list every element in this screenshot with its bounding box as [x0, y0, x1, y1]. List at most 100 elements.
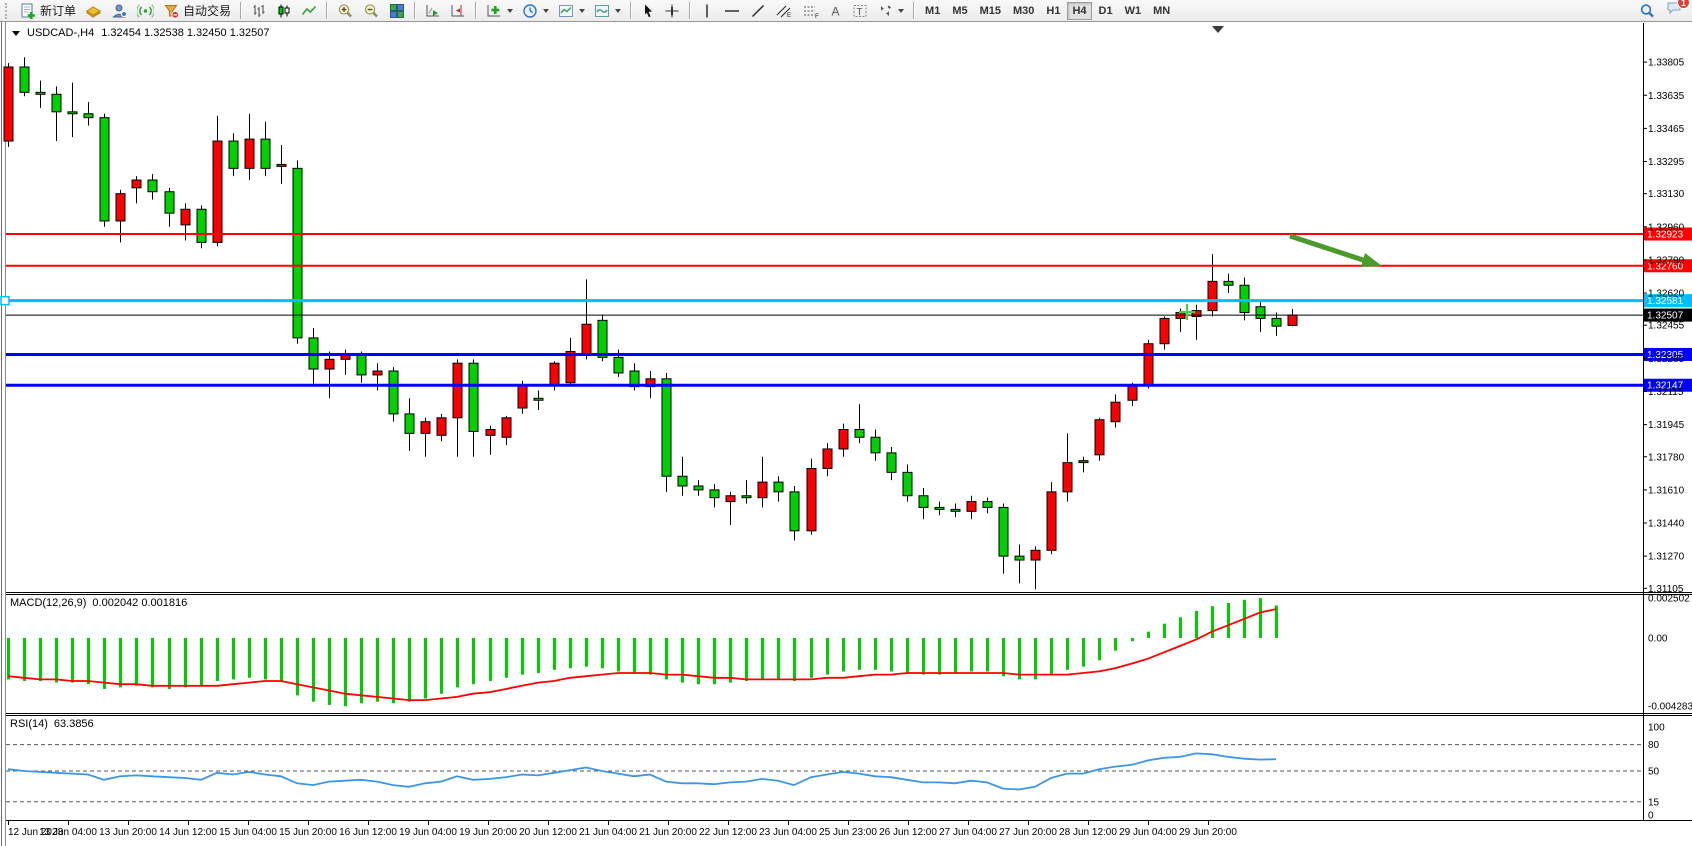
chart-style-button[interactable]	[590, 1, 625, 21]
time-axis-label: 23 Jun 04:00	[759, 827, 817, 838]
text-label-icon: T	[853, 4, 867, 18]
crosshair-icon	[665, 4, 679, 17]
price-axis-tick-label: 1.33130	[1648, 189, 1685, 200]
zoom-in-button[interactable]	[333, 1, 358, 21]
candle	[1159, 316, 1170, 350]
text-button[interactable]: A	[825, 1, 847, 21]
candle-body-down	[982, 501, 993, 508]
candle-body-up	[324, 358, 335, 370]
fibonacci-button[interactable]: F	[798, 1, 824, 21]
candle-body-up	[340, 354, 351, 360]
crosshair-button[interactable]	[660, 1, 684, 21]
time-axis-label: 19 Jun 04:00	[399, 827, 457, 838]
toolbar-separator	[475, 2, 478, 19]
tile-windows-button[interactable]	[385, 1, 409, 21]
navigator-icon	[112, 4, 128, 17]
candle-body-up	[1030, 549, 1041, 561]
line-selection-handle[interactable]	[0, 295, 10, 306]
trendline-icon	[752, 4, 765, 17]
vertical-line-button[interactable]	[696, 1, 718, 21]
timeframe-button-m5[interactable]: M5	[947, 2, 972, 20]
candle	[83, 102, 94, 126]
timeframe-button-h1[interactable]: H1	[1041, 2, 1065, 20]
timeframe-button-mn[interactable]: MN	[1148, 2, 1175, 20]
candle	[1062, 433, 1073, 502]
price-line-label-box	[1644, 259, 1692, 273]
line-chart-button[interactable]	[297, 1, 321, 21]
timeframe-button-w1[interactable]: W1	[1120, 2, 1147, 20]
candle	[581, 279, 592, 360]
candle-body-down	[1223, 280, 1234, 286]
rsi-axis-label: 80	[1648, 740, 1660, 751]
arrow-annotation[interactable]	[1289, 233, 1367, 264]
candle	[1255, 300, 1266, 333]
candle-body-down	[934, 506, 945, 510]
equidistant-channel-button[interactable]: E	[771, 1, 797, 21]
candle	[501, 415, 512, 446]
candle-body-down	[998, 506, 1009, 557]
candle	[822, 443, 833, 477]
svg-text:F: F	[815, 13, 819, 19]
candle-body-up	[581, 323, 592, 354]
indicators-button[interactable]	[482, 1, 517, 21]
candle-body-up	[549, 362, 560, 386]
candle-body-up	[1127, 384, 1138, 401]
marketwatch-button[interactable]	[81, 1, 106, 21]
time-axis-label: 27 Jun 20:00	[999, 827, 1057, 838]
vertical-line-icon	[706, 4, 708, 17]
candle	[212, 115, 223, 247]
chart-title-bar[interactable]: USDCAD-,H4 1.32454 1.32538 1.32450 1.325…	[12, 27, 269, 39]
price-line-label-box	[1644, 347, 1692, 361]
auto-scroll-icon	[426, 4, 440, 16]
trendline-button[interactable]	[746, 1, 770, 21]
chart-shift-icon	[451, 4, 465, 16]
time-axis-label: 21 Jun 04:00	[579, 827, 637, 838]
clock-icon	[523, 3, 537, 18]
candlestick-chart-button[interactable]	[272, 1, 296, 21]
navigator-button[interactable]	[107, 1, 132, 21]
candle	[789, 485, 800, 541]
candle-body-up	[485, 428, 496, 436]
macd-axis-label: 0.00	[1648, 634, 1668, 645]
timeframe-button-m15[interactable]: M15	[975, 2, 1006, 20]
candle	[452, 359, 463, 457]
auto-scroll-button[interactable]	[421, 1, 445, 21]
candle-body-down	[404, 413, 415, 434]
periods-button[interactable]	[518, 1, 553, 21]
candle-body-up	[757, 481, 768, 499]
chart-shift-marker[interactable]	[1212, 26, 1224, 33]
timeframe-button-m1[interactable]: M1	[920, 2, 945, 20]
timeframe-button-h4[interactable]: H4	[1067, 1, 1092, 20]
candle-body-up	[1110, 401, 1121, 423]
candle	[356, 351, 367, 383]
templates-button[interactable]	[554, 1, 589, 21]
timeframe-button-m30[interactable]: M30	[1008, 2, 1039, 20]
price-axis-tick-label: 1.32115	[1648, 387, 1684, 398]
search-button[interactable]	[1635, 1, 1660, 21]
zoom-out-icon	[364, 3, 378, 17]
cursor-button[interactable]	[637, 1, 659, 21]
time-axis-label: 12 Jun 2023	[8, 827, 63, 838]
autotrading-button[interactable]: 自动交易	[159, 1, 235, 21]
candle	[1110, 394, 1121, 428]
candle-body-down	[870, 436, 881, 454]
rsi-value: 63.3856	[53, 718, 94, 730]
text-label-button[interactable]: T	[848, 1, 872, 21]
signals-button[interactable]	[133, 1, 158, 21]
price-line-label-box	[1644, 227, 1692, 241]
notifications[interactable]: 1	[1666, 0, 1690, 21]
candle	[228, 133, 239, 177]
zoom-out-button[interactable]	[359, 1, 384, 21]
horizontal-line-button[interactable]	[719, 1, 745, 21]
toolbar-grip[interactable]	[5, 2, 11, 19]
new-order-button[interactable]: 新订单	[16, 1, 80, 21]
arrow-annotation-head[interactable]	[1361, 253, 1382, 267]
rsi-axis-label: 0	[1648, 811, 1654, 822]
arrows-button[interactable]	[873, 1, 908, 21]
chart-shift-button[interactable]	[446, 1, 470, 21]
candle	[19, 57, 30, 97]
candle	[1207, 254, 1218, 317]
bar-chart-button[interactable]	[247, 1, 271, 21]
timeframe-button-d1[interactable]: D1	[1094, 2, 1118, 20]
